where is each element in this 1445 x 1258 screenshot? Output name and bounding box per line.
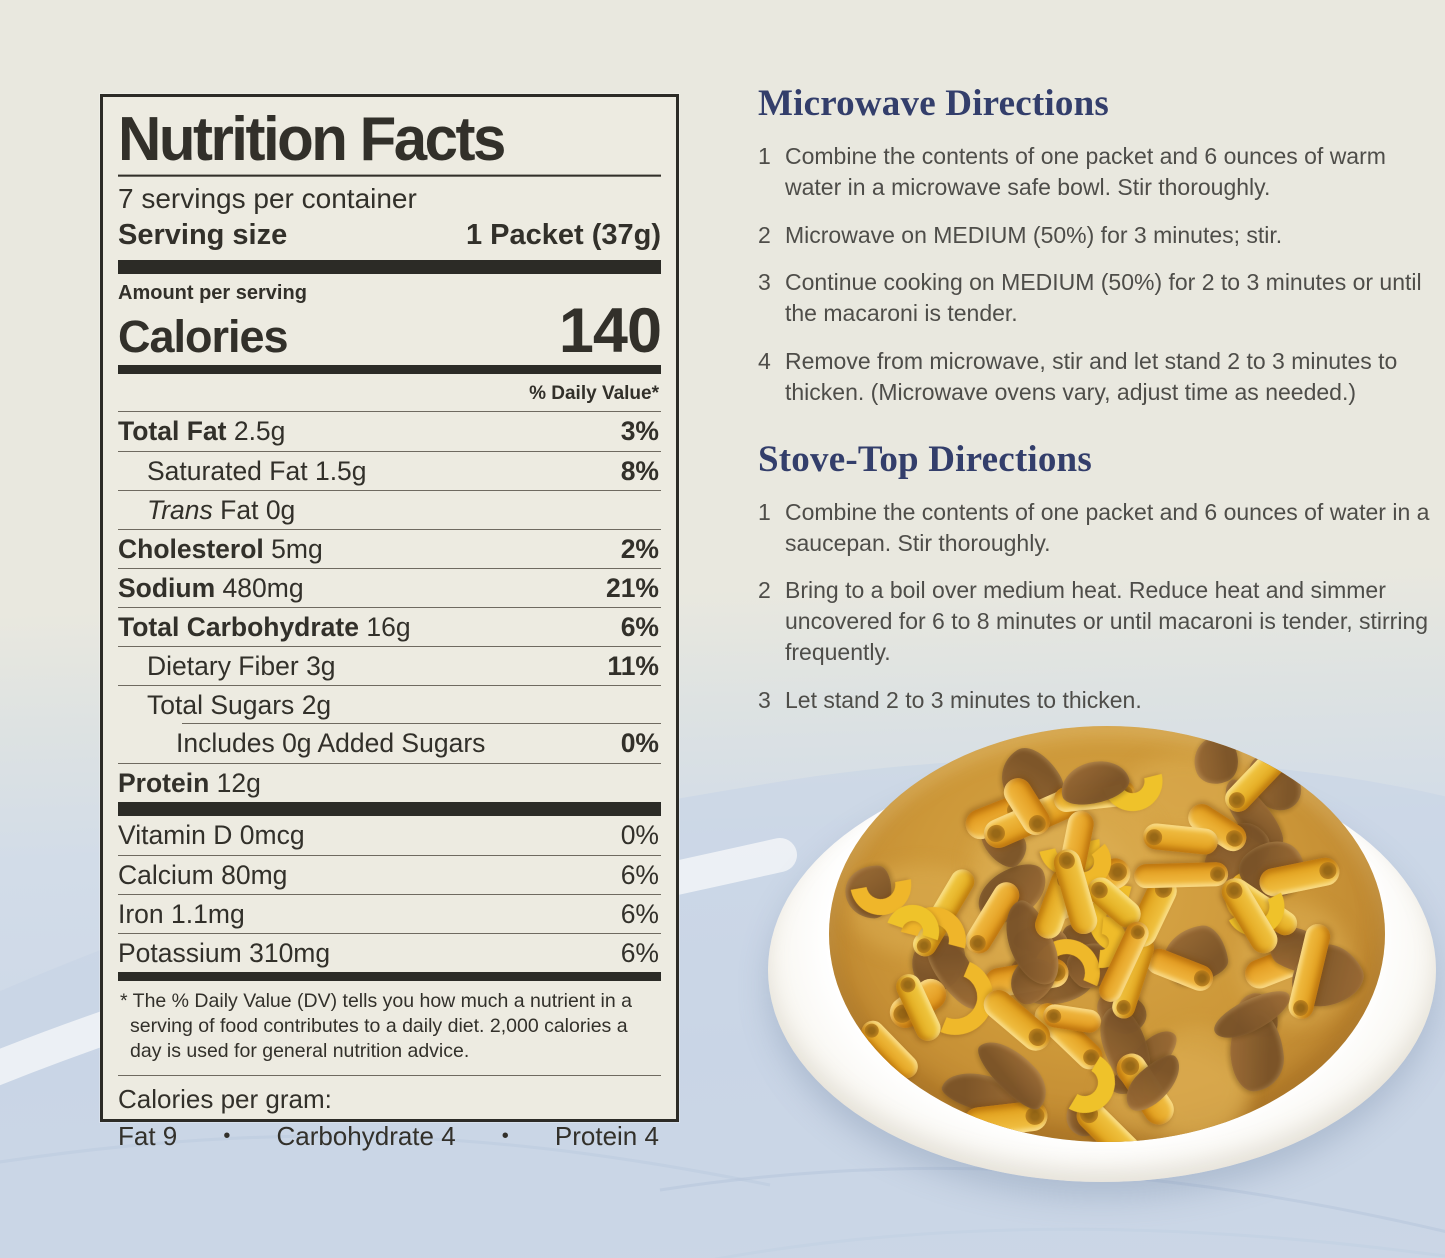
bullet-separator: • [501, 1124, 509, 1147]
step-number: 1 [758, 498, 771, 525]
calories-label: Calories [118, 310, 289, 362]
direction-step: 1 Combine the contents of one packet and… [758, 497, 1434, 559]
direction-step: 3 Continue cooking on MEDIUM (50%) for 2… [758, 267, 1434, 329]
daily-value-header: % Daily Value* [118, 374, 661, 412]
step-text: Bring to a boil over medium heat. Reduce… [785, 577, 1429, 665]
step-text: Combine the contents of one packet and 6… [785, 498, 1430, 556]
nutrient-row: Total Fat 2.5g 3% [118, 415, 659, 446]
macaroni-and-beef [829, 726, 1385, 1142]
microwave-directions-title: Microwave Directions [758, 83, 1109, 124]
amount-per-serving-label: Amount per serving [118, 282, 307, 305]
step-number: 2 [758, 577, 771, 604]
direction-step: 1 Combine the contents of one packet and… [758, 141, 1434, 203]
serving-size-label: Serving size [118, 219, 288, 252]
calories-per-gram-fat: Fat 9 [118, 1120, 178, 1151]
step-number: 4 [758, 348, 771, 375]
microwave-steps: 1 Combine the contents of one packet and… [758, 141, 1434, 408]
directions-panel: Microwave Directions 1 Combine the conte… [758, 82, 1434, 733]
calories-row: Calories 140 [118, 296, 662, 367]
step-number: 2 [758, 221, 771, 248]
nutrient-row: Calcium 80mg 6% [118, 854, 661, 894]
divider-bar [118, 364, 661, 374]
divider-bar [118, 971, 661, 981]
step-text: Microwave on MEDIUM (50%) for 3 minutes;… [785, 221, 1283, 248]
bullet-separator: • [223, 1124, 231, 1147]
daily-value-footnote: * The % Daily Value (DV) tells you how m… [118, 981, 661, 1076]
nutrient-row: Cholesterol 5mg 2% [118, 528, 661, 568]
direction-step: 3 Let stand 2 to 3 minutes to thicken. [758, 685, 1434, 716]
step-number: 1 [758, 143, 771, 169]
calories-per-gram-protein: Protein 4 [554, 1120, 659, 1151]
nutrition-facts-title: Nutrition Facts [118, 107, 661, 177]
nutrient-row: Iron 1.1mg 6% [118, 893, 661, 933]
servings-per-container: 7 servings per container [118, 183, 417, 215]
serving-size-row: Serving size 1 Packet (37g) [118, 216, 661, 260]
nutrient-row: Vitamin D 0mcg 0% [118, 819, 659, 850]
step-text: Continue cooking on MEDIUM (50%) for 2 t… [785, 269, 1422, 327]
nutrient-row: Dietary Fiber 3g 11% [118, 645, 661, 685]
nutrient-row: Total Carbohydrate 16g 6% [118, 606, 661, 646]
step-text: Remove from microwave, stir and let stan… [785, 348, 1398, 405]
calories-per-gram-carbohydrate: Carbohydrate 4 [276, 1120, 456, 1151]
nutrient-row: Sodium 480mg 21% [118, 567, 661, 607]
calories-per-gram-row: Fat 9 • Carbohydrate 4 • Protein 4 [118, 1119, 661, 1156]
food-photo [763, 720, 1443, 1190]
nutrient-row: Saturated Fat 1.5g 8% [118, 450, 661, 490]
micronutrient-rows: Vitamin D 0mcg 0% Calcium 80mg 6% Iron 1… [118, 816, 661, 972]
calories-per-gram-label: Calories per gram: [118, 1083, 332, 1114]
stove-top-directions-title: Stove-Top Directions [758, 438, 1092, 480]
direction-step: 2 Bring to a boil over medium heat. Redu… [758, 575, 1434, 667]
nutrition-facts-label: Nutrition Facts 7 servings per container… [100, 94, 679, 1151]
step-text: Let stand 2 to 3 minutes to thicken. [785, 686, 1142, 713]
nutrient-row: Trans Fat 0g [118, 489, 661, 529]
food-piece [1209, 866, 1225, 882]
nutrient-row: Includes 0g Added Sugars 0% [118, 722, 661, 763]
serving-size-value: 1 Packet (37g) [465, 219, 661, 252]
calories-value: 140 [558, 296, 662, 367]
nutrient-rows: Total Fat 2.5g 3% Saturated Fat 1.5g 8% … [118, 412, 661, 802]
step-number: 3 [758, 686, 771, 713]
nutrient-row: Total Sugars 2g [118, 684, 661, 724]
step-text: Combine the contents of one packet and 6… [785, 143, 1386, 200]
direction-step: 2 Microwave on MEDIUM (50%) for 3 minute… [758, 220, 1434, 251]
nutrient-row: Potassium 310mg 6% [118, 932, 661, 972]
stove-top-steps: 1 Combine the contents of one packet and… [758, 497, 1434, 716]
divider-bar [118, 801, 661, 816]
direction-step: 4 Remove from microwave, stir and let st… [758, 346, 1434, 408]
nutrient-row: Protein 12g [118, 762, 661, 802]
step-number: 3 [758, 269, 771, 296]
divider-bar [118, 260, 661, 275]
